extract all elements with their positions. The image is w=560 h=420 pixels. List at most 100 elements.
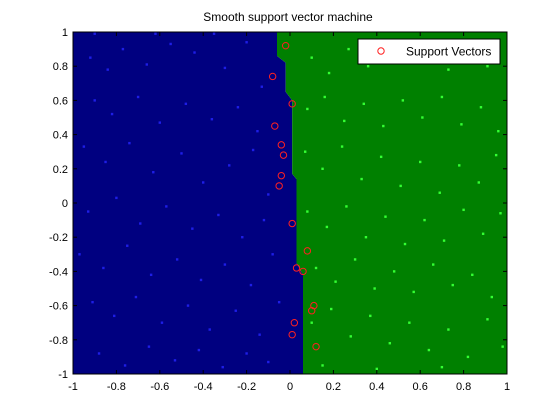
class-b-point <box>408 321 411 324</box>
class-b-point <box>401 99 405 102</box>
class-a-point <box>91 300 94 304</box>
class-a-point <box>262 218 266 222</box>
class-a-point <box>78 253 81 256</box>
x-axis: -1 -0.8 -0.6 -0.4 -0.2 0 0.2 0.4 0.6 0.8 1 <box>68 32 510 393</box>
class-b-point <box>303 150 307 153</box>
class-b-point <box>349 335 352 338</box>
y-tick-label: -0.6 <box>49 301 68 313</box>
class-a-point <box>104 160 107 164</box>
legend-box <box>357 38 501 65</box>
class-a-point <box>175 258 179 261</box>
class-a-point <box>223 263 227 266</box>
support-vector-marker <box>290 319 299 327</box>
support-vector-marker <box>277 141 286 149</box>
y-tick-label: -0.4 <box>49 266 68 278</box>
class-b-point <box>486 318 489 321</box>
support-vector-marker <box>288 100 296 108</box>
class-b-point <box>334 280 337 283</box>
legend-label-support-vectors: Support Vectors <box>406 45 491 59</box>
class-b-point <box>466 355 470 359</box>
class-a-point <box>180 152 183 155</box>
class-a-point <box>93 99 96 102</box>
y-tick-label: 0.8 <box>53 61 68 73</box>
class-a-point <box>115 196 118 200</box>
y-axis: -1 -0.8 -0.6 -0.4 -0.2 0 0.2 0.4 0.6 0.8 1 <box>49 27 507 381</box>
y-tick-label: 0.2 <box>53 164 68 176</box>
class-b-point <box>310 56 313 59</box>
class-b-point <box>369 314 372 318</box>
class-a-point <box>106 68 109 71</box>
class-b-point <box>325 225 329 229</box>
class-a-point <box>93 32 96 35</box>
class-a-point <box>169 42 172 46</box>
support-vector-marker <box>308 307 316 315</box>
class-b-point <box>440 95 444 99</box>
x-tick-label: 0.2 <box>326 381 341 393</box>
class-b-point <box>362 102 365 106</box>
class-b-point <box>321 167 324 170</box>
support-vector-marker <box>277 171 286 180</box>
x-tick-label: 1 <box>504 381 510 393</box>
class-a-point <box>110 112 114 116</box>
class-a-point <box>223 66 227 70</box>
class-b-point <box>306 210 309 213</box>
class-a-point <box>210 118 214 121</box>
class-b-point <box>340 145 344 148</box>
y-tick-label: 0.6 <box>53 95 68 107</box>
class-b-point <box>421 116 424 119</box>
plot-area <box>73 32 507 374</box>
class-a-point <box>123 364 127 367</box>
x-tick-label: 0.6 <box>413 381 428 393</box>
class-a-point <box>184 102 188 106</box>
legend: Support Vectors <box>357 38 501 65</box>
class-a-point <box>260 85 263 88</box>
class-a-point <box>97 352 101 355</box>
class-b-point <box>364 236 368 239</box>
class-b-point <box>310 321 313 324</box>
support-vector-marker <box>288 219 296 228</box>
class-a-point <box>82 145 86 148</box>
class-b-point <box>447 328 450 331</box>
class-a-point <box>113 314 116 318</box>
support-vector-marker <box>271 122 279 130</box>
class-b-point <box>375 367 378 371</box>
class-a-point <box>271 253 274 256</box>
class-a-point <box>186 304 190 307</box>
class-a-point <box>154 32 157 35</box>
class-b-point <box>451 283 454 287</box>
class-a-point <box>147 345 151 348</box>
class-b-point <box>481 232 485 235</box>
class-a-point <box>173 359 177 362</box>
class-b-point <box>440 365 444 369</box>
class-b-point <box>412 290 415 294</box>
support-vector-marker <box>288 330 296 339</box>
class-a-point <box>89 56 92 59</box>
class-b-point <box>419 160 422 164</box>
x-tick-label: 0 <box>287 381 293 393</box>
class-a-point <box>208 328 211 331</box>
class-b-point <box>392 270 396 273</box>
class-a-point <box>212 32 216 35</box>
class-a-point <box>128 141 131 145</box>
y-tick-label: -0.8 <box>49 335 68 347</box>
class-a-point <box>245 352 248 355</box>
class-a-point <box>121 47 125 51</box>
class-b-point <box>458 164 461 167</box>
support-vector-marker <box>299 267 307 276</box>
class-b-point <box>382 124 385 128</box>
class-a-point <box>158 121 161 124</box>
class-a-point <box>165 205 168 208</box>
class-b-point <box>366 65 370 68</box>
x-tick-label: -1 <box>68 381 78 393</box>
class-a-point <box>228 164 231 167</box>
class-a-point <box>197 348 201 352</box>
class-b-point <box>353 258 357 261</box>
support-vector-marker <box>303 247 312 255</box>
class-a-point <box>236 106 240 109</box>
y-tick-label: 0.4 <box>53 130 68 142</box>
class-b-point <box>347 47 350 51</box>
class-a-point <box>249 283 253 287</box>
class-a-point <box>134 295 138 299</box>
class-a-point <box>191 227 194 230</box>
